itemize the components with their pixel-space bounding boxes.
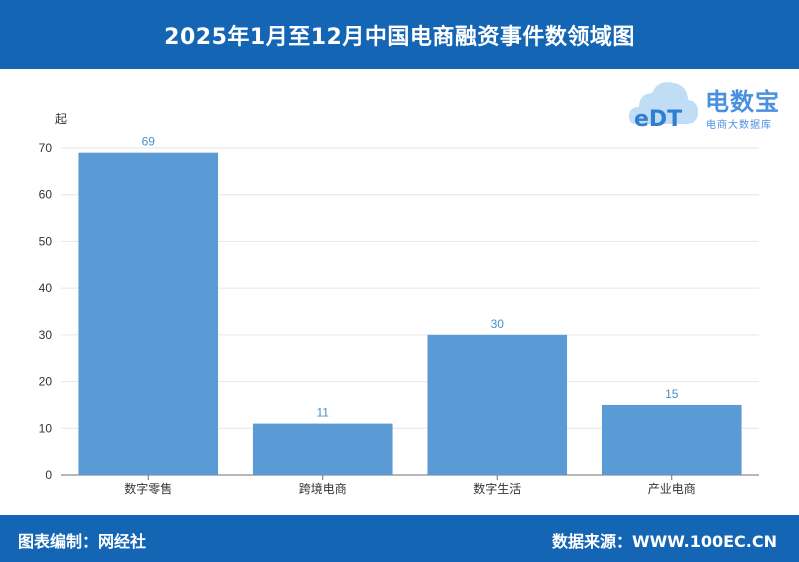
x-tick-label: 产业电商 xyxy=(648,481,696,496)
logo-subtitle: 电商大数据库 xyxy=(706,120,772,131)
x-tick-label: 数字生活 xyxy=(473,481,521,496)
edt-logo: eDT 电数宝 电商大数据库 xyxy=(626,74,794,136)
y-axis-unit-label: 起 xyxy=(55,112,68,126)
y-tick-label: 40 xyxy=(39,281,53,295)
bar xyxy=(427,334,568,475)
data-label: 69 xyxy=(142,135,156,149)
data-label: 15 xyxy=(665,387,679,401)
x-tick-label: 数字零售 xyxy=(124,481,172,496)
y-tick-label: 60 xyxy=(39,188,53,202)
y-tick-label: 50 xyxy=(39,234,53,248)
bar xyxy=(78,152,219,475)
bar-chart: 0 10 20 30 40 50 60 70 69 数字零售 11 跨境电商 30 数字生活 15 产业电商 xyxy=(39,135,759,496)
data-label: 11 xyxy=(317,406,330,420)
y-tick-label: 20 xyxy=(39,375,53,389)
y-tick-label: 0 xyxy=(45,468,52,482)
footer-credit: 图表编制：网经社 xyxy=(18,532,147,551)
y-tick-label: 10 xyxy=(39,421,53,435)
chart-footer: 图表编制：网经社 数据来源：WWW.100EC.CN xyxy=(0,515,799,562)
bar xyxy=(601,404,742,475)
chart-header: 2025年1月至12月中国电商融资事件数领域图 xyxy=(0,0,799,69)
logo-name: 电数宝 xyxy=(705,88,780,116)
data-label: 30 xyxy=(491,317,505,331)
x-tick-label: 跨境电商 xyxy=(299,481,347,496)
footer-source: 数据来源：WWW.100EC.CN xyxy=(551,532,777,551)
bar xyxy=(252,423,393,475)
y-tick-label: 70 xyxy=(39,141,53,155)
cloud-logo-icon: eDT xyxy=(628,82,698,132)
y-tick-label: 30 xyxy=(39,328,53,342)
chart-title: 2025年1月至12月中国电商融资事件数领域图 xyxy=(164,24,635,50)
logo-mark-text: eDT xyxy=(634,107,682,132)
